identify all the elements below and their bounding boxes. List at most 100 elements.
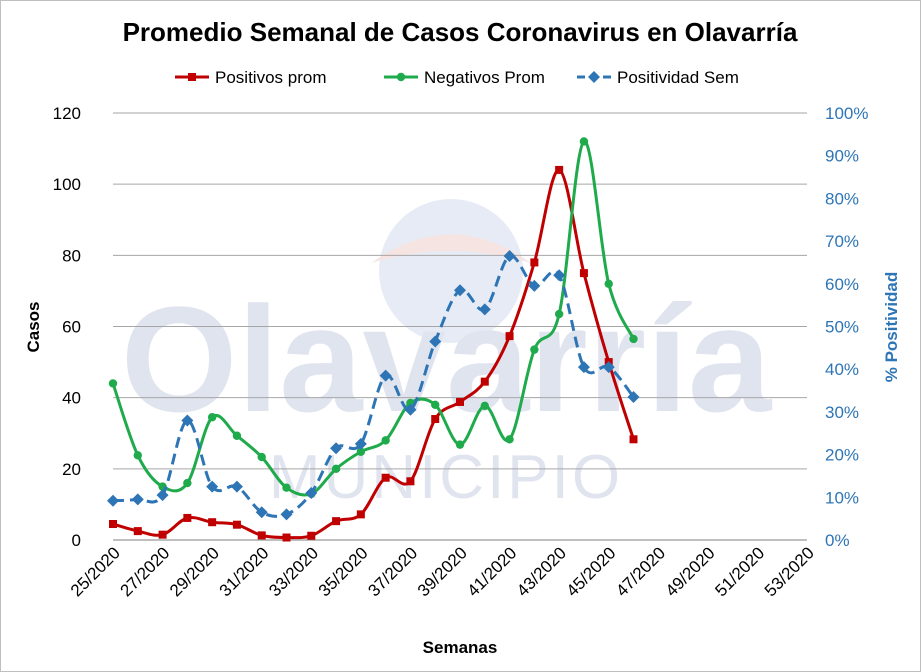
data-point — [555, 165, 564, 174]
x-tick-label: 29/2020 — [166, 543, 223, 600]
y-right-tick-label: 40% — [825, 360, 859, 379]
data-point — [455, 440, 465, 449]
data-point — [480, 377, 489, 386]
legend-marker — [396, 72, 406, 82]
watermark-sub-text: MUNICIPIO — [269, 443, 623, 512]
data-point — [478, 303, 491, 316]
chart-title: Promedio Semanal de Casos Coronavirus en… — [123, 17, 798, 47]
legend-label: Positivos prom — [215, 68, 326, 87]
x-tick-label: 25/2020 — [67, 543, 124, 600]
data-point — [181, 414, 194, 427]
data-point — [207, 413, 217, 422]
data-point — [107, 494, 119, 507]
y-right-tick-label: 50% — [825, 318, 859, 337]
x-tick-label: 47/2020 — [612, 543, 669, 600]
series-3 — [107, 250, 640, 521]
y-axis-left-ticks: 0 20 40 60 80 100 120 — [53, 104, 81, 550]
y-right-tick-label: 10% — [825, 488, 859, 507]
data-point — [257, 531, 266, 540]
series-line — [112, 254, 635, 518]
data-point — [431, 400, 440, 409]
y-left-tick-label: 80 — [62, 246, 81, 265]
data-point — [282, 483, 291, 492]
gridlines — [113, 112, 807, 541]
data-point — [330, 442, 343, 455]
data-point — [404, 403, 417, 416]
data-point — [156, 489, 169, 502]
data-point — [131, 493, 144, 506]
x-tick-label: 43/2020 — [513, 543, 570, 600]
y-right-tick-label: 60% — [825, 275, 859, 294]
series-1 — [109, 165, 638, 542]
data-point — [282, 533, 291, 542]
y-left-tick-label: 0 — [72, 531, 81, 550]
data-point — [108, 379, 118, 388]
data-point — [133, 451, 142, 460]
y-left-tick-label: 100 — [53, 175, 81, 194]
data-point — [354, 437, 367, 450]
y-axis-right-ticks: 0% 10% 20% 30% 40% 50% 60% 70% 80% 90% 100% — [825, 104, 868, 550]
x-tick-label: 37/2020 — [364, 543, 421, 600]
y-left-tick-label: 20 — [62, 460, 81, 479]
data-point — [183, 513, 192, 522]
legend: Positivos prom Negativos Prom Positividad … — [175, 68, 739, 87]
data-point — [232, 520, 241, 529]
data-point — [109, 519, 117, 528]
y-left-tick-label: 60 — [62, 318, 81, 337]
data-point — [307, 531, 316, 540]
x-tick-label: 41/2020 — [464, 543, 521, 600]
legend-marker — [188, 73, 196, 81]
data-point — [602, 361, 615, 374]
watermark-main-text: Olavarría — [121, 275, 773, 443]
data-point — [381, 473, 390, 482]
data-point — [230, 480, 243, 493]
y-axis-left-title: Casos — [24, 301, 43, 352]
x-tick-label: 53/2020 — [761, 543, 818, 600]
x-tick-label: 49/2020 — [662, 543, 719, 600]
x-tick-label: 27/2020 — [117, 543, 174, 600]
data-point — [629, 334, 638, 344]
y-right-tick-label: 70% — [825, 232, 859, 251]
data-point — [577, 361, 590, 374]
y-left-tick-label: 120 — [53, 104, 81, 123]
data-point — [480, 401, 489, 411]
legend-marker — [588, 71, 600, 83]
data-point — [429, 335, 442, 348]
data-point — [505, 435, 514, 444]
data-point — [356, 447, 366, 456]
y-right-tick-label: 80% — [825, 189, 859, 208]
y-axis-right-title: % Positividad — [882, 272, 901, 383]
data-point — [627, 390, 640, 403]
data-point — [503, 250, 516, 263]
data-point — [133, 527, 142, 536]
data-point — [206, 480, 219, 493]
legend-label: Negativos Prom — [424, 68, 545, 87]
data-point — [456, 397, 464, 406]
data-point — [553, 269, 566, 282]
data-point — [505, 332, 514, 341]
data-point — [379, 369, 392, 382]
data-point — [232, 431, 242, 440]
y-right-tick-label: 100% — [825, 104, 868, 123]
data-point — [255, 506, 268, 519]
series-2 — [108, 137, 638, 498]
data-point — [454, 284, 466, 297]
y-right-tick-label: 0% — [825, 531, 850, 550]
x-axis-ticks: 25/202027/202029/202031/202033/202035/20… — [67, 543, 818, 600]
data-point — [305, 487, 318, 500]
data-point — [158, 530, 167, 539]
x-tick-label: 39/2020 — [414, 543, 471, 600]
data-point — [604, 279, 613, 288]
data-point — [280, 508, 293, 521]
y-right-tick-label: 30% — [825, 403, 859, 422]
watermark-swoosh-icon — [371, 234, 531, 263]
y-right-tick-label: 90% — [825, 147, 859, 166]
data-point — [629, 435, 638, 444]
data-point — [183, 478, 192, 488]
legend-label: Positividad Sem — [617, 68, 739, 87]
data-point — [406, 477, 415, 486]
y-left-tick-label: 40 — [62, 389, 81, 408]
x-axis-title: Semanas — [423, 638, 498, 657]
data-point — [257, 452, 266, 462]
